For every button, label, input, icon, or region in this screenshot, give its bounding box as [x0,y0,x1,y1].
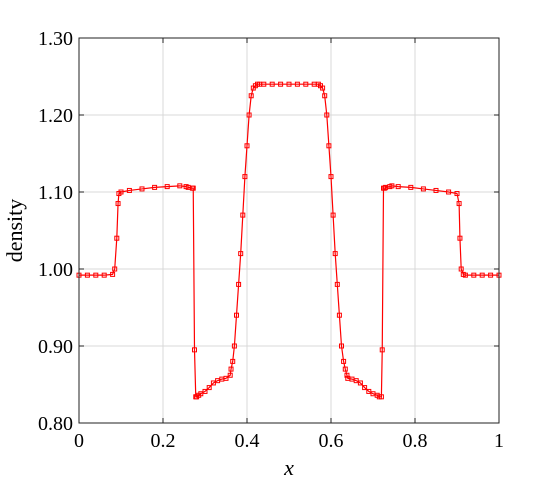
data-point-marker [457,235,463,241]
series-markers [76,81,502,400]
data-point-marker [456,201,462,207]
data-point-marker [278,81,284,87]
data-point-marker [342,366,348,372]
data-point-marker [389,183,395,189]
data-point-marker [341,358,347,364]
data-point-marker [336,312,342,318]
data-point-marker [379,347,385,353]
y-tick-label: 0.80 [38,413,73,435]
data-point-marker [362,385,368,391]
data-point-marker [238,251,244,257]
y-tick-label: 0.90 [38,336,73,358]
data-point-marker [240,212,246,218]
data-point-marker [332,251,338,257]
axis-ticks [78,37,500,424]
data-point-marker [303,81,309,87]
grid-lines [78,37,500,424]
data-point-marker [328,174,334,180]
y-axis-label: density [2,199,27,263]
data-point-marker [114,235,120,241]
plot-area [76,81,502,400]
y-tick-label: 1.10 [38,182,73,204]
data-point-marker [244,143,250,149]
data-point-marker [408,184,414,190]
plot-frame [78,37,500,424]
data-point-marker [334,281,340,287]
data-point-marker [382,185,388,191]
data-point-marker [152,184,158,190]
data-point-marker [118,189,124,195]
data-point-marker [326,143,332,149]
data-point-marker [357,380,363,386]
y-tick-label: 1.20 [38,105,73,127]
x-tick-label: 0.6 [319,430,344,452]
x-axis-label: x [283,455,294,480]
data-point-marker [236,281,242,287]
x-tick-label: 0.4 [235,430,260,452]
data-point-marker [223,375,229,381]
data-point-marker [230,358,236,364]
data-point-marker [395,184,401,190]
data-point-marker [164,184,170,190]
data-point-marker [227,372,233,378]
data-point-marker [458,266,464,272]
data-point-marker [261,81,267,87]
y-tick-label: 1.30 [38,28,73,50]
data-point-marker [471,272,477,278]
data-point-marker [177,183,183,189]
x-tick-label: 0.8 [403,430,428,452]
y-tick-labels: 0.80 0.90 1.00 1.10 1.20 1.30 [38,28,73,435]
data-point-marker [433,187,439,193]
data-point-marker [139,186,145,192]
data-point-marker [84,272,90,278]
data-point-marker [126,187,132,193]
data-point-marker [488,272,494,278]
data-point-marker [242,174,248,180]
data-point-marker [322,93,328,99]
y-tick-label: 1.00 [38,259,73,281]
data-point-marker [339,343,344,349]
data-point-marker [269,81,275,87]
data-point-marker [320,85,326,91]
x-tick-labels: 0 0.2 0.4 0.6 0.8 1 [74,430,504,452]
data-point-marker [231,343,237,349]
data-point-marker [112,266,118,272]
x-tick-label: 0.2 [151,430,176,452]
data-point-marker [378,394,384,400]
data-point-marker [246,112,252,118]
data-point-marker [248,93,254,99]
data-point-marker [420,186,426,192]
x-tick-label: 0 [74,430,84,452]
data-point-marker [101,272,107,278]
data-point-marker [462,272,468,278]
data-point-marker [294,81,300,87]
data-point-marker [93,272,99,278]
data-point-marker [286,81,292,87]
data-point-marker [110,271,116,277]
data-point-marker [324,112,330,118]
data-point-marker [479,272,485,278]
data-point-marker [234,312,239,318]
data-point-marker [228,366,234,372]
data-point-marker [206,385,212,391]
data-point-marker [190,185,196,191]
data-point-marker [115,201,121,207]
x-tick-label: 1 [494,430,504,452]
data-point-marker [192,347,197,353]
data-point-marker [344,372,350,378]
data-point-marker [446,189,452,195]
data-point-marker [202,388,208,394]
data-point-marker [454,191,460,197]
data-point-marker [330,212,336,218]
series-line-density [79,83,499,398]
